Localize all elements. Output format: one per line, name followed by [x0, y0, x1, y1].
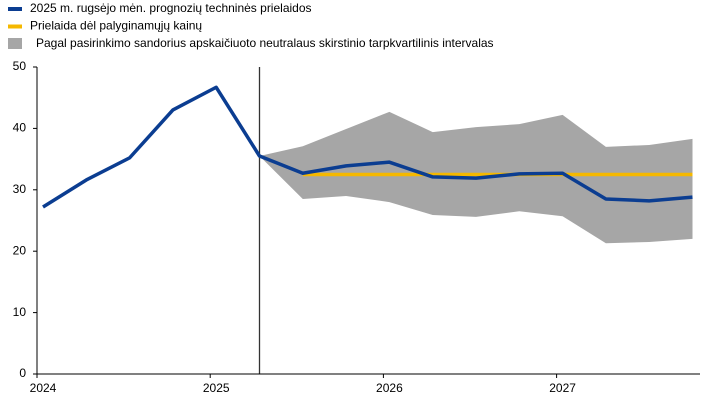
y-tick-label: 20 [13, 243, 27, 257]
legend-label: Prielaida dėl palyginamųjų kainų [30, 19, 202, 33]
series-line [42, 85, 693, 209]
legend-swatch [8, 38, 22, 49]
y-tick-label: 0 [19, 366, 26, 380]
legend-swatch [8, 24, 22, 29]
x-tick-label: 2024 [30, 381, 57, 395]
legend-swatch [8, 7, 22, 11]
legend-label: Pagal pasirinkimo sandorius apskaičiuoto… [36, 36, 494, 50]
legend-label: 2025 m. rugsėjo mėn. prognozių techninės… [30, 1, 312, 15]
y-tick-label: 30 [13, 182, 27, 196]
y-tick-label: 50 [13, 59, 27, 73]
x-tick-label: 2027 [549, 381, 576, 395]
y-tick-label: 40 [13, 121, 27, 135]
x-tick-label: 2026 [376, 381, 403, 395]
y-tick-label: 10 [13, 305, 27, 319]
x-tick-label: 2025 [203, 381, 230, 395]
